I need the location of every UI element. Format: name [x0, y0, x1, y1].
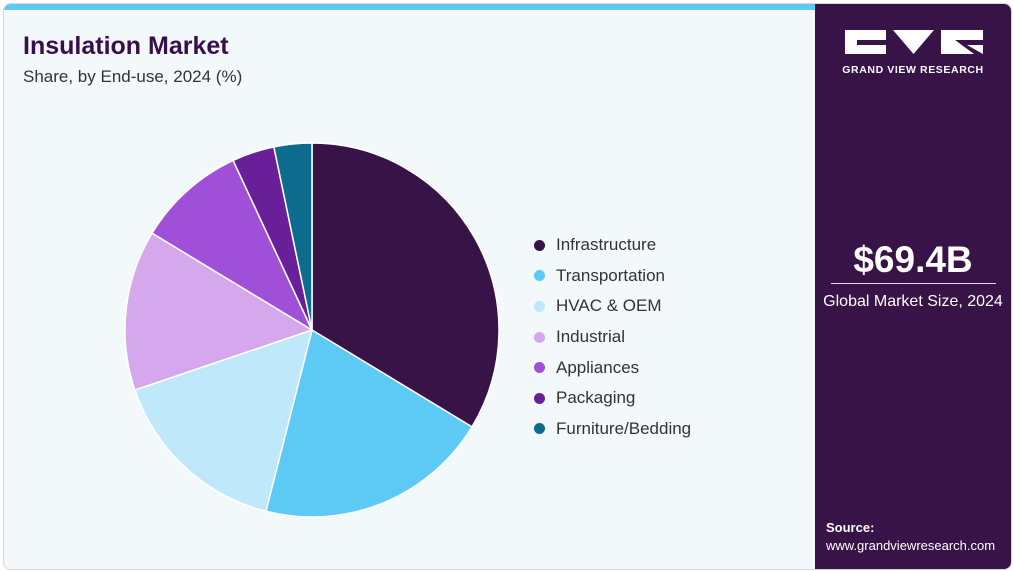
chart-title: Insulation Market — [23, 32, 229, 60]
brand-name: GRAND VIEW RESEARCH — [842, 64, 984, 76]
pie-slice-infrastructure — [311, 142, 500, 428]
legend-swatch — [534, 392, 545, 404]
legend-item: Appliances — [534, 352, 691, 383]
legend-label: Infrastructure — [556, 235, 657, 255]
legend-item: Industrial — [534, 322, 691, 353]
legend-label: Transportation — [556, 265, 665, 285]
market-size-value: $69.4B — [853, 239, 973, 280]
legend-swatch — [534, 362, 545, 374]
legend-label: Furniture/Bedding — [556, 418, 692, 438]
legend-swatch — [534, 423, 545, 435]
legend: Infrastructure Transportation HVAC & OEM In… — [534, 230, 691, 444]
legend-item: Packaging — [534, 383, 691, 414]
pie-slice-appliances — [150, 159, 314, 332]
legend-item: HVAC & OEM — [534, 291, 691, 322]
divider — [831, 283, 996, 284]
pie-slice-furniture-bedding — [272, 142, 313, 331]
legend-swatch — [534, 331, 545, 343]
sidebar: GRAND VIEW RESEARCH $69.4B Global Market… — [815, 4, 1011, 569]
legend-label: HVAC & OEM — [556, 296, 662, 316]
legend-label: Industrial — [556, 327, 625, 347]
legend-swatch — [534, 239, 545, 251]
legend-item: Infrastructure — [534, 230, 691, 261]
source-label: Source: — [826, 520, 875, 535]
chart-subtitle: Share, by End-use, 2024 (%) — [23, 67, 243, 86]
source-link[interactable]: www.grandviewresearch.com — [826, 538, 996, 553]
pie-slice-industrial — [124, 232, 314, 391]
accent-bar — [4, 4, 815, 10]
chart-card: Insulation Market Share, by End-use, 202… — [3, 3, 1012, 570]
legend-item: Transportation — [534, 261, 691, 292]
pie-slice-transportation — [265, 328, 474, 518]
legend-item: Furniture/Bedding — [534, 414, 691, 445]
market-size-label: Global Market Size, 2024 — [823, 293, 1003, 310]
grand-view-research-logo — [845, 30, 983, 54]
legend-label: Appliances — [556, 357, 640, 377]
chart-area: Insulation Market Share, by End-use, 202… — [4, 10, 815, 569]
legend-swatch — [534, 300, 545, 312]
pie-chart — [124, 142, 500, 518]
legend-swatch — [534, 270, 545, 282]
legend-label: Packaging — [556, 388, 636, 408]
